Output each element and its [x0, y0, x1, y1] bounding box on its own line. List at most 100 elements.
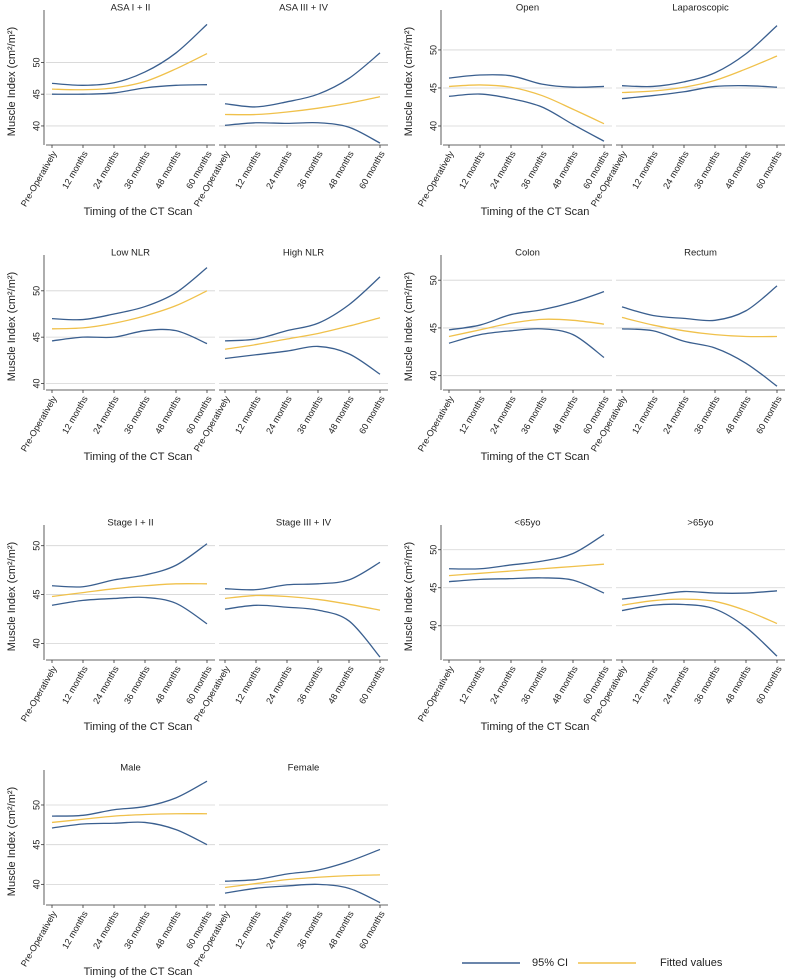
x-tick-label: 36 months — [122, 149, 152, 191]
x-tick-label: 60 months — [357, 909, 387, 951]
series-line — [621, 328, 778, 387]
x-tick-label: 24 months — [661, 664, 691, 706]
x-tick-label: 12 months — [457, 149, 487, 191]
x-tick-label: 24 months — [91, 664, 121, 706]
x-tick-label: Pre-Operatively — [416, 149, 456, 209]
x-tick-label: 48 months — [326, 909, 356, 951]
x-tick-label: 36 months — [122, 394, 152, 436]
x-tick-label: 48 months — [153, 394, 183, 436]
x-tick-label: 36 months — [295, 394, 325, 436]
x-tick-label: 36 months — [519, 149, 549, 191]
x-tick-label: 24 months — [264, 909, 294, 951]
panel-title: ASA I + II — [111, 3, 151, 14]
series-line — [51, 583, 208, 598]
series-line — [448, 93, 605, 142]
x-tick-label: 12 months — [630, 149, 660, 191]
series-line — [621, 25, 778, 88]
series-line — [51, 813, 208, 824]
y-axis-title: Muscle Index (cm²/m²) — [6, 27, 18, 136]
panel-title: <65yo — [514, 518, 540, 529]
x-tick-label: 12 months — [60, 909, 90, 951]
x-tick-label: 12 months — [630, 664, 660, 706]
series-line — [51, 328, 208, 345]
panel-title: High NLR — [283, 248, 324, 259]
panel-title: Stage I + II — [107, 518, 153, 529]
x-tick-label: 36 months — [692, 394, 722, 436]
x-tick-label: 12 months — [457, 394, 487, 436]
x-tick-label: 12 months — [630, 394, 660, 436]
x-tick-label: 24 months — [661, 149, 691, 191]
x-axis-title: Timing of the CT Scan — [84, 451, 193, 463]
x-tick-label: 48 months — [153, 664, 183, 706]
y-tick-label: 50 — [31, 286, 41, 296]
x-tick-label: 24 months — [488, 394, 518, 436]
y-axis-title: Muscle Index (cm²/m²) — [403, 542, 415, 651]
x-tick-label: 12 months — [233, 394, 263, 436]
y-tick-label: 40 — [31, 879, 41, 889]
panel-title: ASA III + IV — [279, 3, 329, 14]
series-line — [448, 74, 605, 88]
y-axis-title: Muscle Index (cm²/m²) — [403, 27, 415, 136]
x-tick-label: Pre-Operatively — [19, 149, 59, 209]
series-line — [621, 603, 778, 657]
x-tick-label: Pre-Operatively — [416, 664, 456, 724]
y-tick-label: 45 — [31, 89, 41, 99]
series-line — [51, 290, 208, 330]
series-line — [621, 84, 778, 100]
series-line — [224, 96, 381, 116]
y-tick-label: 40 — [428, 371, 438, 381]
series-line — [51, 267, 208, 321]
y-tick-label: 45 — [428, 583, 438, 593]
x-tick-label: 60 months — [357, 149, 387, 191]
x-tick-label: 12 months — [457, 664, 487, 706]
x-tick-label: 60 months — [754, 394, 784, 436]
x-tick-label: 12 months — [233, 149, 263, 191]
x-tick-label: 48 months — [550, 664, 580, 706]
x-tick-label: 12 months — [60, 149, 90, 191]
x-tick-label: 48 months — [326, 664, 356, 706]
y-tick-label: 45 — [31, 332, 41, 342]
panel-title: Laparoscopic — [672, 3, 729, 14]
panel-title: Colon — [515, 248, 540, 259]
y-axis-title: Muscle Index (cm²/m²) — [6, 272, 18, 381]
y-tick-label: 50 — [31, 541, 41, 551]
x-tick-label: 36 months — [295, 664, 325, 706]
x-tick-label: 24 months — [264, 664, 294, 706]
x-tick-label: 36 months — [519, 664, 549, 706]
panel-title: Female — [288, 763, 320, 774]
x-tick-label: Pre-Operatively — [19, 909, 59, 969]
panel-title: >65yo — [687, 518, 713, 529]
legend: 95% CI Fitted values — [462, 957, 723, 969]
series-line — [224, 345, 381, 375]
y-tick-label: 45 — [428, 323, 438, 333]
x-tick-label: Pre-Operatively — [416, 394, 456, 454]
x-tick-label: 24 months — [91, 149, 121, 191]
series-line — [621, 285, 778, 322]
x-tick-label: 24 months — [91, 394, 121, 436]
series-line — [51, 52, 208, 91]
x-tick-label: 24 months — [488, 149, 518, 191]
x-tick-label: 12 months — [233, 909, 263, 951]
series-line — [224, 604, 381, 658]
x-axis-title: Timing of the CT Scan — [481, 206, 590, 218]
series-line — [621, 590, 778, 600]
y-axis-title: Muscle Index (cm²/m²) — [403, 272, 415, 381]
series-line — [224, 276, 381, 342]
x-tick-label: 36 months — [692, 664, 722, 706]
series-line — [448, 577, 605, 594]
x-tick-label: Pre-Operatively — [19, 394, 59, 454]
series-line — [51, 23, 208, 86]
x-tick-label: 12 months — [60, 664, 90, 706]
x-tick-label: 12 months — [233, 664, 263, 706]
x-axis-title: Timing of the CT Scan — [84, 206, 193, 218]
series-line — [448, 328, 605, 359]
series-line — [448, 563, 605, 577]
panel-title: Open — [516, 3, 539, 14]
y-tick-label: 40 — [428, 621, 438, 631]
x-axis-title: Timing of the CT Scan — [481, 451, 590, 463]
series-line — [621, 55, 778, 94]
series-line — [51, 821, 208, 846]
y-tick-label: 40 — [428, 121, 438, 131]
x-tick-label: 48 months — [723, 149, 753, 191]
